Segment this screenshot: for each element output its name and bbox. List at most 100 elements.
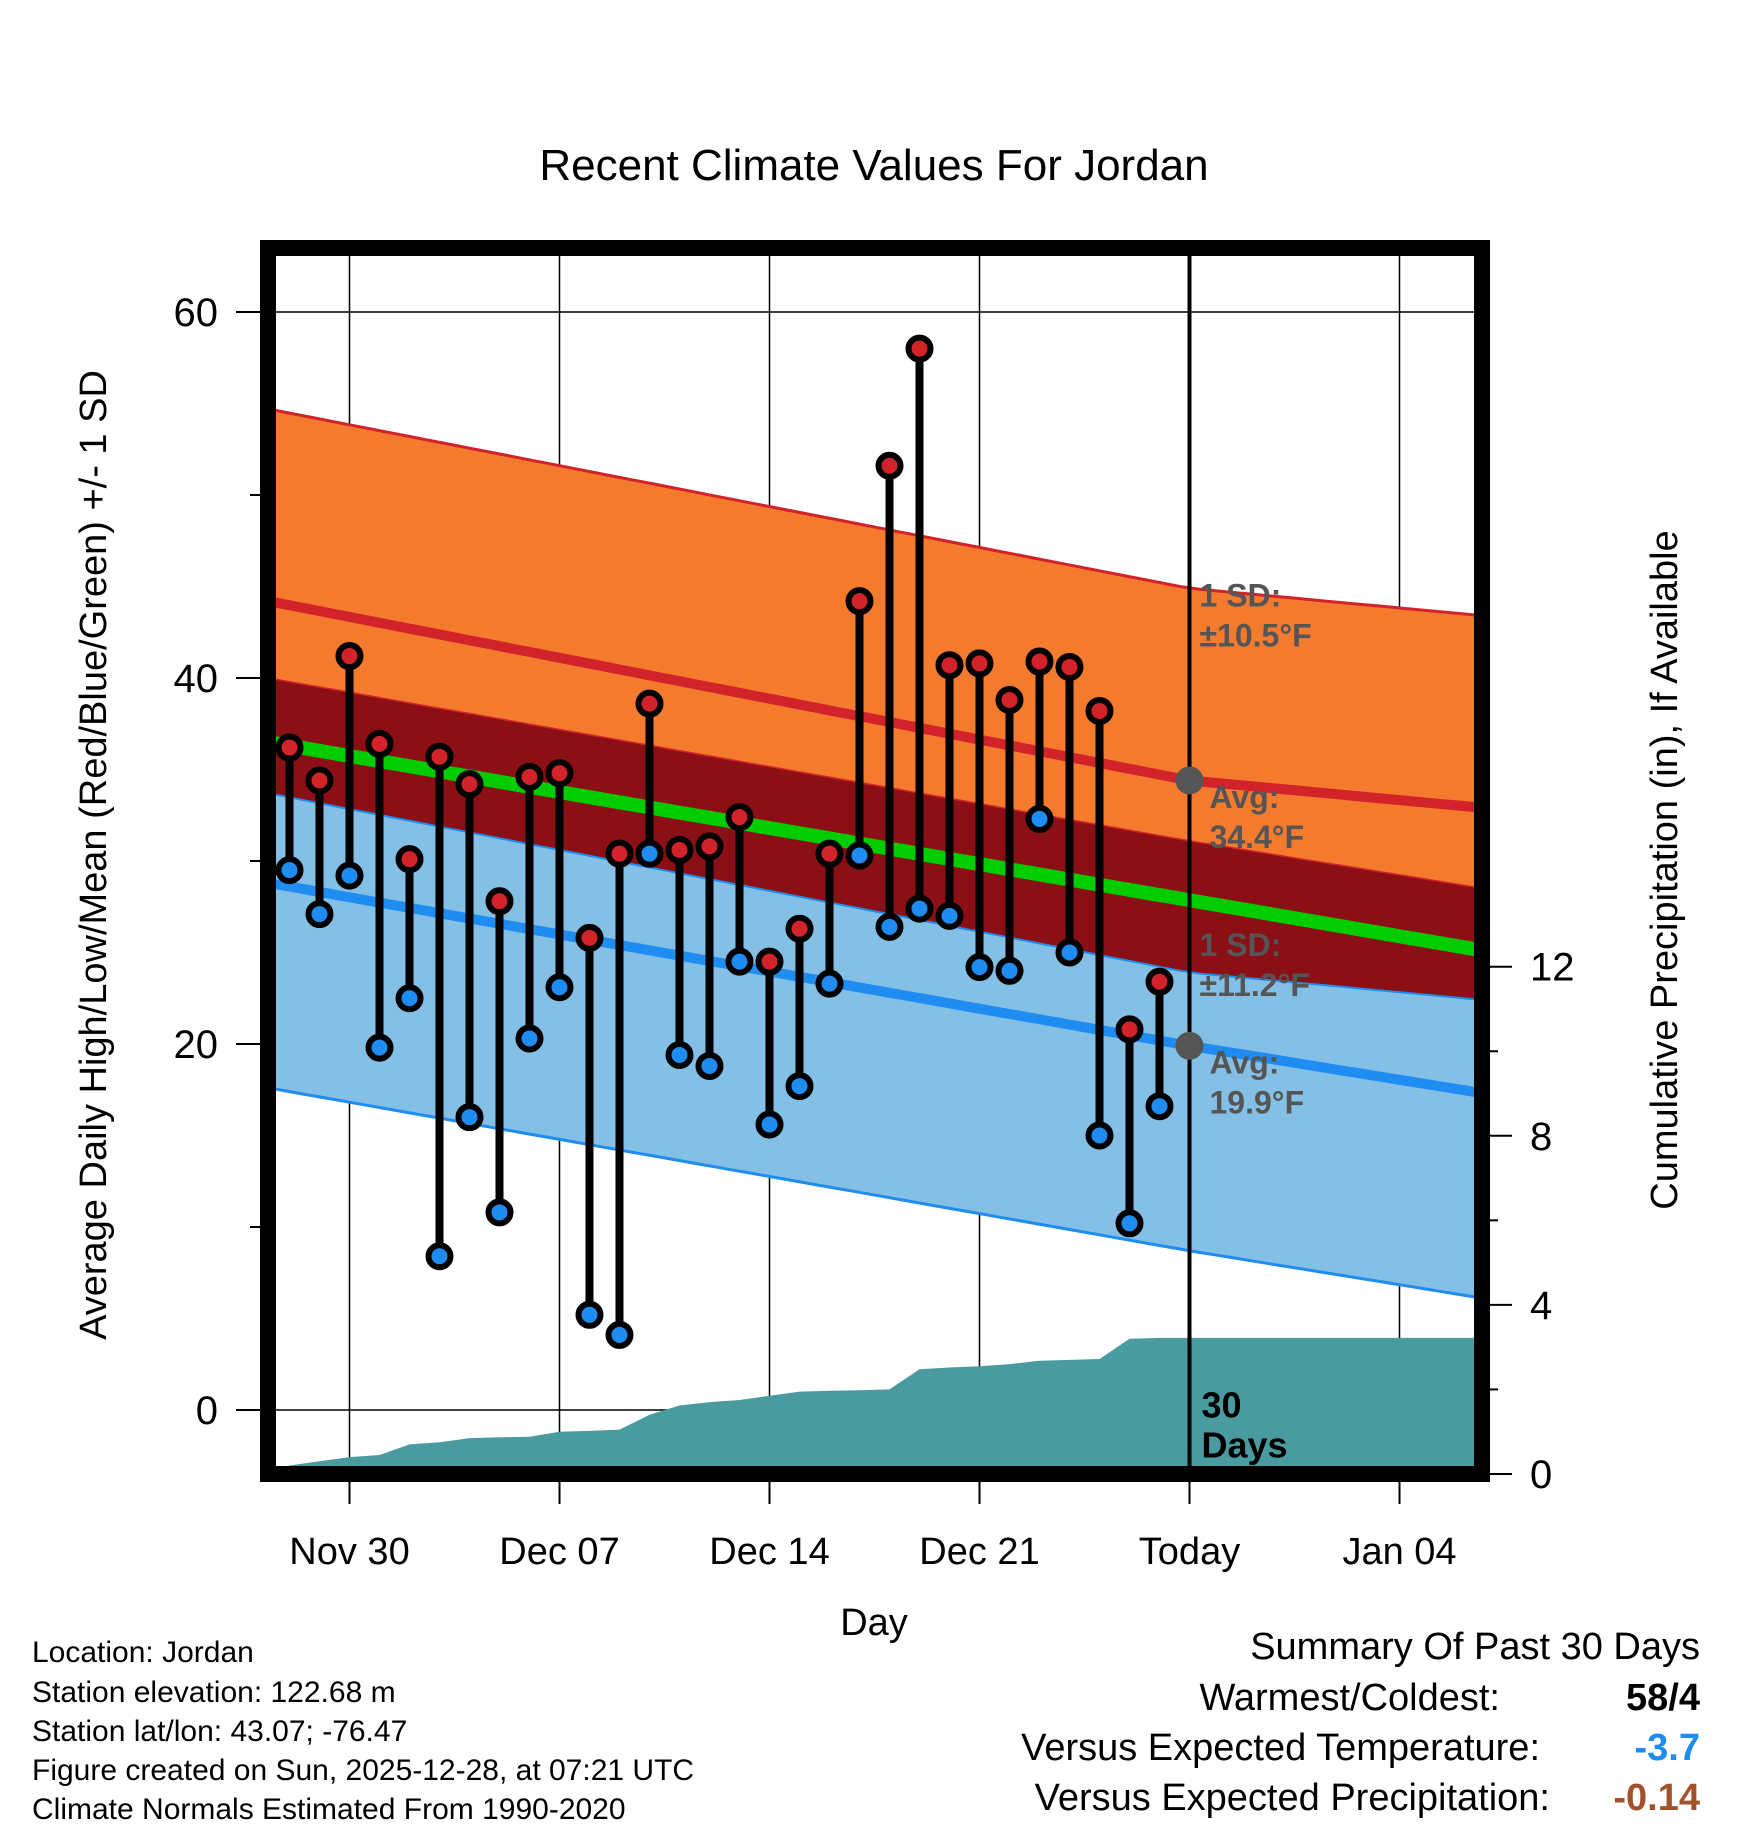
summary-precip-row: Versus Expected Precipitation: -0.14: [1035, 1777, 1700, 1820]
observed-low-marker: [335, 861, 364, 890]
observed-high-marker: [1085, 696, 1114, 725]
axes: 0 20 40 60 0 4 8 12 Nov 30 Dec 07 Dec 14 Dec 21 Toda…: [174, 240, 1575, 1573]
y2-tick-label: 4: [1530, 1284, 1552, 1328]
x-tick-label: Dec 21: [919, 1531, 1039, 1573]
y-tick-label: 20: [174, 1023, 219, 1067]
observed-high-marker: [335, 642, 364, 671]
observed-high-marker: [635, 689, 664, 718]
y2-tick-label: 8: [1530, 1115, 1552, 1159]
x-tick-label: Dec 14: [709, 1531, 829, 1573]
overlap-band: [268, 678, 1482, 1000]
summary-precip-label: Versus Expected Precipitation:: [1034, 1777, 1550, 1819]
summary-warmest-row: Warmest/Coldest: 58/4: [1199, 1677, 1700, 1720]
observed-high-marker: [605, 839, 634, 868]
y-tick-label: 40: [174, 657, 219, 701]
observed-high-marker: [785, 914, 814, 943]
observed-low-marker: [1145, 1092, 1174, 1121]
days-label: 30 Days: [1202, 1384, 1288, 1465]
observed-low-marker: [935, 901, 964, 930]
observed-high-marker: [1055, 653, 1084, 682]
observed-high-marker: [1025, 647, 1054, 676]
observed-low-marker: [275, 856, 304, 885]
observed-low-marker: [455, 1103, 484, 1132]
summary-temp-row: Versus Expected Temperature: -3.7: [1021, 1727, 1700, 1770]
elevation-text: Station elevation: 122.68 m: [32, 1676, 396, 1709]
observed-low-marker: [875, 912, 904, 941]
observed-low-marker: [1025, 804, 1054, 833]
observed-high-marker: [845, 587, 874, 616]
observed-low-marker: [845, 841, 874, 870]
observed-low-marker: [1085, 1121, 1114, 1150]
observed-low-marker: [695, 1051, 724, 1080]
observed-high-marker: [725, 803, 754, 832]
observed-low-marker: [785, 1072, 814, 1101]
x-axis-label: Day: [840, 1602, 908, 1644]
observed-high-marker: [995, 685, 1024, 714]
observed-high-marker: [395, 845, 424, 874]
summary-precip-value: -0.14: [1613, 1777, 1700, 1819]
latlon-text: Station lat/lon: 43.07; -76.47: [32, 1715, 408, 1748]
y-axis-label: Average Daily High/Low/Mean (Red/Blue/Gr…: [73, 370, 115, 1340]
summary-warmest-label: Warmest/Coldest:: [1199, 1677, 1500, 1719]
observed-low-marker: [515, 1024, 544, 1053]
summary-title: Summary Of Past 30 Days: [1250, 1626, 1700, 1668]
observed-low-marker: [815, 969, 844, 998]
observed-high-marker: [965, 649, 994, 678]
summary-warmest-value: 58/4: [1626, 1677, 1700, 1719]
y-tick-label: 60: [174, 291, 219, 335]
created-text: Figure created on Sun, 2025-12-28, at 07…: [32, 1754, 695, 1787]
observed-low-marker: [485, 1198, 514, 1227]
location-text: Location: Jordan: [32, 1636, 254, 1669]
y2-tick-label: 0: [1530, 1453, 1552, 1497]
summary-temp-label: Versus Expected Temperature:: [1021, 1727, 1540, 1769]
low-sd-upper-line: [268, 677, 1482, 889]
observed-low-marker: [635, 839, 664, 868]
observed-high-marker: [815, 839, 844, 868]
high-avg-dot: [1175, 766, 1204, 795]
summary-temp-value: -3.7: [1634, 1727, 1700, 1769]
y-tick-label: 0: [196, 1389, 218, 1433]
precip-area: [268, 1337, 1482, 1474]
observed-high-marker: [755, 947, 784, 976]
observed-high-marker: [365, 729, 394, 758]
high-avg-annotation: Avg: 34.4°F: [1210, 779, 1305, 855]
x-tick-label: Jan 04: [1342, 1531, 1456, 1573]
chart-title: Recent Climate Values For Jordan: [539, 141, 1208, 190]
low-avg-dot: [1175, 1031, 1204, 1060]
x-tick-label: Today: [1139, 1531, 1240, 1573]
observed-high-marker: [545, 759, 574, 788]
observed-high-marker: [305, 766, 334, 795]
normal-high-line: [268, 596, 1482, 813]
observed-high-marker: [515, 762, 544, 791]
normals-text: Climate Normals Estimated From 1990-2020: [32, 1793, 626, 1826]
observed-low-marker: [905, 894, 934, 923]
observed-high-marker: [575, 923, 604, 952]
observed-low-marker: [725, 947, 754, 976]
observed-low-marker: [545, 973, 574, 1002]
high-sd-annotation: 1 SD: ±10.5°F: [1200, 578, 1312, 654]
observed-high-marker: [905, 334, 934, 363]
high-sd-upper-line: [268, 407, 1482, 618]
observed-low-marker: [965, 953, 994, 982]
observed-high-marker: [1115, 1015, 1144, 1044]
observed-high-marker: [695, 832, 724, 861]
observed-low-marker: [605, 1320, 634, 1349]
observed-low-marker: [1055, 938, 1084, 967]
x-tick-label: Dec 07: [499, 1531, 619, 1573]
observed-low-marker: [995, 956, 1024, 985]
low-avg-annotation: Avg: 19.9°F: [1210, 1044, 1305, 1120]
observed-low-marker: [575, 1300, 604, 1329]
y2-tick-label: 12: [1530, 946, 1575, 990]
observed-low-marker: [425, 1242, 454, 1271]
observed-low-marker: [1115, 1209, 1144, 1238]
plot-content: [268, 248, 1482, 1474]
observed-low-marker: [755, 1110, 784, 1139]
observed-high-marker: [935, 651, 964, 680]
observed-high-marker: [425, 742, 454, 771]
observed-low-marker: [305, 900, 334, 929]
plot-area: 1 SD: ±10.5°F Avg: 34.4°F 1 SD: ±11.2°F Avg: 19…: [268, 248, 1482, 1474]
observed-series: [275, 334, 1174, 1349]
observed-high-marker: [875, 451, 904, 480]
x-tick-label: Nov 30: [289, 1531, 409, 1573]
